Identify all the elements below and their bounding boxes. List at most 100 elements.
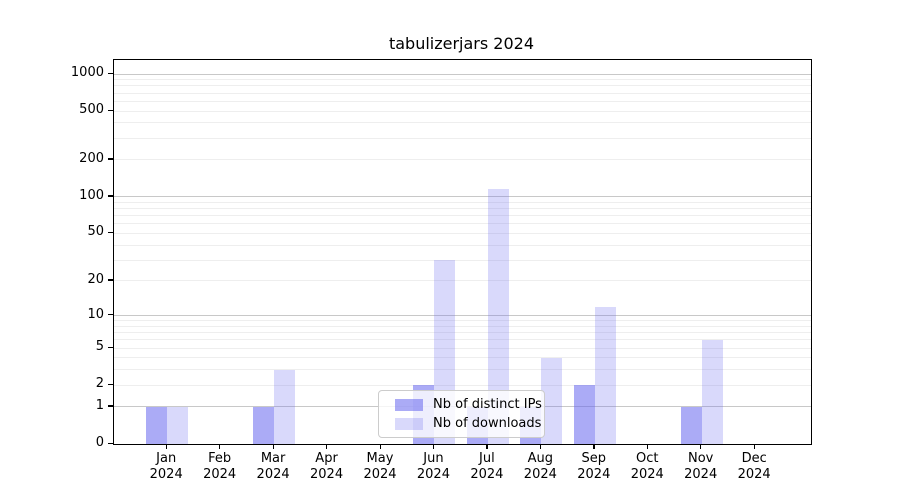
x-tick-year: 2024: [363, 467, 397, 482]
x-tick-label-jan: Jan 2024: [134, 451, 198, 483]
x-tick-month: Nov: [688, 451, 714, 466]
minor-gridline: [114, 384, 811, 386]
x-tick-month: Dec: [741, 451, 767, 466]
y-tick-mark: [108, 346, 113, 348]
x-tick-year: 2024: [149, 467, 183, 482]
major-gridline: [114, 315, 811, 317]
minor-gridline: [114, 201, 811, 203]
y-tick-label: 100: [79, 187, 104, 203]
minor-gridline: [114, 347, 811, 349]
y-tick-label: 20: [87, 271, 104, 287]
x-tick-label-aug: Aug 2024: [508, 451, 572, 483]
legend: Nb of distinct IPs Nb of downloads: [378, 390, 545, 438]
y-tick-label: 500: [79, 102, 104, 118]
x-tick-label-jun: Jun 2024: [401, 451, 465, 483]
y-tick-mark: [108, 383, 113, 385]
y-tick-label: 200: [79, 150, 104, 166]
minor-gridline: [114, 332, 811, 334]
x-tick-month: Mar: [260, 451, 286, 466]
minor-gridline: [114, 159, 811, 161]
minor-gridline: [114, 357, 811, 359]
x-tick-mark: [700, 444, 702, 449]
x-tick-mark: [753, 444, 755, 449]
y-tick-label: 5: [95, 339, 104, 355]
y-tick-label: 1: [95, 397, 104, 413]
major-gridline: [114, 196, 811, 198]
bar-distinct-ips-sep: [573, 385, 595, 444]
minor-gridline: [114, 280, 811, 282]
x-tick-month: Apr: [315, 451, 338, 466]
bar-downloads-sep: [594, 306, 616, 444]
x-tick-year: 2024: [470, 467, 504, 482]
y-tick-mark: [108, 72, 113, 74]
x-tick-year: 2024: [684, 467, 718, 482]
minor-gridline: [114, 100, 811, 102]
x-tick-year: 2024: [203, 467, 237, 482]
x-tick-mark: [593, 444, 595, 449]
minor-gridline: [114, 244, 811, 246]
y-tick-label: 50: [87, 224, 104, 240]
x-tick-year: 2024: [416, 467, 450, 482]
bar-downloads-nov: [701, 339, 723, 444]
y-tick-label: 10: [87, 306, 104, 322]
y-tick-mark: [108, 195, 113, 197]
minor-gridline: [114, 110, 811, 112]
x-tick-label-nov: Nov 2024: [669, 451, 733, 483]
chart-title: tabulizerjars 2024: [388, 34, 535, 53]
x-tick-label-mar: Mar 2024: [241, 451, 305, 483]
x-tick-label-feb: Feb 2024: [188, 451, 252, 483]
legend-label-downloads: Nb of downloads: [433, 416, 542, 431]
x-tick-label-oct: Oct 2024: [615, 451, 679, 483]
x-tick-label-dec: Dec 2024: [722, 451, 786, 483]
bar-downloads-aug: [541, 357, 563, 444]
minor-gridline: [114, 122, 811, 124]
y-tick-mark: [108, 109, 113, 111]
x-tick-mark: [486, 444, 488, 449]
x-tick-label-sep: Sep 2024: [562, 451, 626, 483]
x-tick-year: 2024: [630, 467, 664, 482]
y-tick-mark: [108, 279, 113, 281]
minor-gridline: [114, 369, 811, 371]
x-tick-mark: [379, 444, 381, 449]
x-tick-month: Sep: [581, 451, 607, 466]
minor-gridline: [114, 223, 811, 225]
y-tick-label: 2: [95, 376, 104, 392]
x-tick-month: Feb: [208, 451, 232, 466]
x-tick-mark: [646, 444, 649, 449]
x-tick-mark: [539, 444, 542, 449]
y-tick-mark: [108, 158, 113, 160]
bar-distinct-ips-nov: [680, 406, 702, 444]
x-tick-label-jul: Jul 2024: [455, 451, 519, 483]
x-tick-month: Oct: [636, 451, 659, 466]
x-tick-month: May: [366, 451, 394, 466]
x-tick-year: 2024: [523, 467, 557, 482]
x-tick-mark: [272, 444, 274, 449]
y-tick-mark: [108, 231, 113, 234]
x-tick-month: Aug: [527, 451, 554, 466]
minor-gridline: [114, 215, 811, 217]
x-tick-mark: [165, 444, 167, 449]
bar-downloads-jul: [487, 189, 509, 444]
legend-label-distinct-ips: Nb of distinct IPs: [433, 397, 542, 412]
y-tick-label: 1000: [70, 65, 104, 80]
legend-entry-distinct-ips: Nb of distinct IPs: [395, 397, 542, 412]
bar-downloads-mar: [274, 369, 296, 444]
x-tick-year: 2024: [310, 467, 344, 482]
y-tick-label: 0: [95, 435, 104, 450]
x-tick-mark: [326, 444, 328, 449]
x-tick-label-apr: Apr 2024: [295, 451, 359, 483]
minor-gridline: [114, 79, 811, 81]
minor-gridline: [114, 320, 811, 322]
x-tick-month: Jan: [156, 451, 177, 466]
x-tick-year: 2024: [577, 467, 611, 482]
x-tick-mark: [219, 444, 221, 449]
minor-gridline: [114, 339, 811, 341]
x-tick-year: 2024: [256, 467, 290, 482]
legend-swatch-downloads: [395, 417, 423, 430]
bar-downloads-jan: [167, 406, 189, 444]
minor-gridline: [114, 232, 811, 234]
x-tick-year: 2024: [737, 467, 771, 482]
bar-distinct-ips-jan: [146, 406, 168, 444]
bar-distinct-ips-mar: [253, 406, 275, 444]
